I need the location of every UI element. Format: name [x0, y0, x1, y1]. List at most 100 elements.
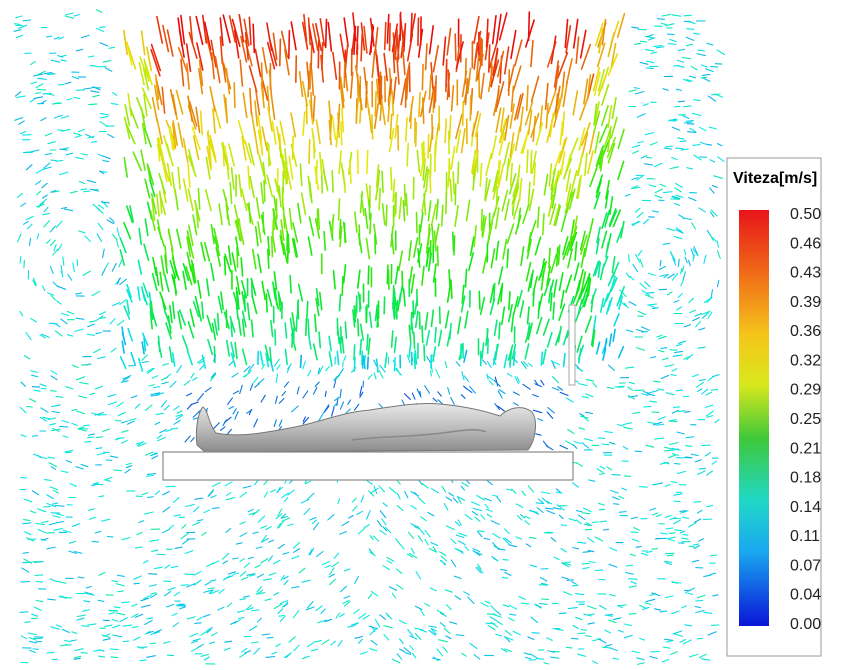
velocity-vector — [150, 643, 156, 644]
velocity-vector — [688, 588, 695, 591]
velocity-vector — [635, 451, 641, 452]
velocity-vector — [80, 383, 89, 384]
velocity-vector — [406, 118, 407, 141]
velocity-vector — [667, 292, 672, 295]
velocity-vector — [88, 437, 94, 438]
velocity-vector — [239, 318, 241, 335]
velocity-vector — [76, 49, 82, 50]
velocity-vector — [294, 645, 299, 650]
velocity-vector — [545, 508, 553, 509]
velocity-vector — [196, 17, 202, 45]
velocity-vector — [675, 188, 681, 192]
velocity-vector — [575, 242, 577, 260]
velocity-vector — [50, 579, 57, 582]
velocity-vector — [187, 617, 195, 619]
velocity-vector — [684, 250, 686, 255]
velocity-vector — [120, 300, 126, 305]
velocity-vector — [364, 356, 365, 368]
velocity-vector — [561, 525, 566, 526]
velocity-vector — [489, 45, 490, 72]
velocity-vector — [578, 515, 585, 519]
velocity-vector — [689, 546, 694, 547]
velocity-vector — [103, 639, 110, 641]
velocity-vector — [672, 15, 681, 16]
velocity-vector — [113, 620, 118, 621]
velocity-vector — [532, 633, 539, 634]
velocity-vector — [552, 388, 559, 391]
velocity-vector — [532, 77, 539, 102]
velocity-vector — [562, 577, 568, 579]
velocity-vector — [663, 243, 670, 244]
velocity-vector — [693, 544, 698, 545]
velocity-vector — [300, 164, 301, 185]
velocity-vector — [536, 123, 542, 145]
velocity-vector — [261, 352, 263, 365]
velocity-vector — [679, 341, 686, 343]
velocity-vector — [677, 471, 685, 473]
velocity-vector — [211, 496, 216, 498]
velocity-vector — [121, 357, 126, 369]
velocity-vector — [629, 579, 638, 580]
velocity-vector — [692, 560, 699, 562]
velocity-vector — [254, 377, 258, 382]
velocity-vector — [666, 146, 673, 147]
velocity-vector — [340, 295, 341, 311]
velocity-vector — [23, 552, 28, 553]
velocity-vector — [116, 238, 118, 247]
velocity-vector — [443, 647, 448, 652]
velocity-vector — [290, 209, 292, 230]
velocity-vector — [611, 117, 617, 137]
velocity-vector — [229, 361, 233, 365]
velocity-vector — [79, 129, 85, 131]
velocity-vector — [239, 121, 245, 143]
velocity-vector — [433, 347, 435, 361]
velocity-vector — [636, 208, 641, 212]
velocity-vector — [638, 663, 645, 665]
velocity-vector — [437, 649, 443, 656]
velocity-vector — [137, 98, 145, 118]
velocity-vector — [170, 381, 176, 387]
velocity-vector — [35, 575, 43, 576]
velocity-vector — [548, 91, 556, 114]
velocity-vector — [211, 225, 214, 244]
velocity-vector — [614, 504, 619, 505]
velocity-vector — [207, 279, 209, 296]
velocity-vector — [610, 334, 612, 346]
velocity-vector — [213, 109, 215, 133]
velocity-vector — [277, 365, 280, 370]
velocity-vector — [694, 33, 700, 34]
velocity-vector — [61, 60, 66, 61]
velocity-vector — [560, 392, 568, 395]
velocity-vector — [654, 609, 660, 610]
velocity-vector — [380, 531, 386, 535]
velocity-vector — [505, 572, 511, 575]
velocity-vector — [481, 298, 485, 315]
velocity-vector — [579, 384, 587, 386]
velocity-vector — [38, 78, 47, 79]
velocity-vector — [646, 50, 654, 51]
velocity-vector — [306, 319, 307, 336]
velocity-vector — [40, 199, 47, 205]
velocity-vector — [693, 374, 699, 376]
velocity-vector — [197, 520, 202, 521]
velocity-vector — [380, 615, 386, 620]
velocity-vector — [408, 630, 413, 637]
velocity-vector — [516, 127, 520, 150]
velocity-vector — [609, 620, 616, 622]
velocity-vector — [618, 130, 624, 149]
velocity-vector — [463, 102, 464, 126]
velocity-vector — [399, 251, 403, 270]
velocity-vector — [485, 601, 490, 603]
velocity-vector — [302, 193, 306, 214]
velocity-vector — [245, 651, 251, 653]
velocity-vector — [70, 191, 77, 193]
velocity-vector — [94, 650, 99, 651]
velocity-vector — [18, 193, 23, 197]
velocity-vector — [162, 382, 169, 384]
velocity-vector — [53, 490, 58, 493]
velocity-vector — [510, 614, 516, 615]
velocity-vector — [453, 498, 458, 503]
velocity-vector — [709, 127, 716, 129]
velocity-vector — [393, 286, 394, 303]
velocity-vector — [538, 499, 543, 503]
